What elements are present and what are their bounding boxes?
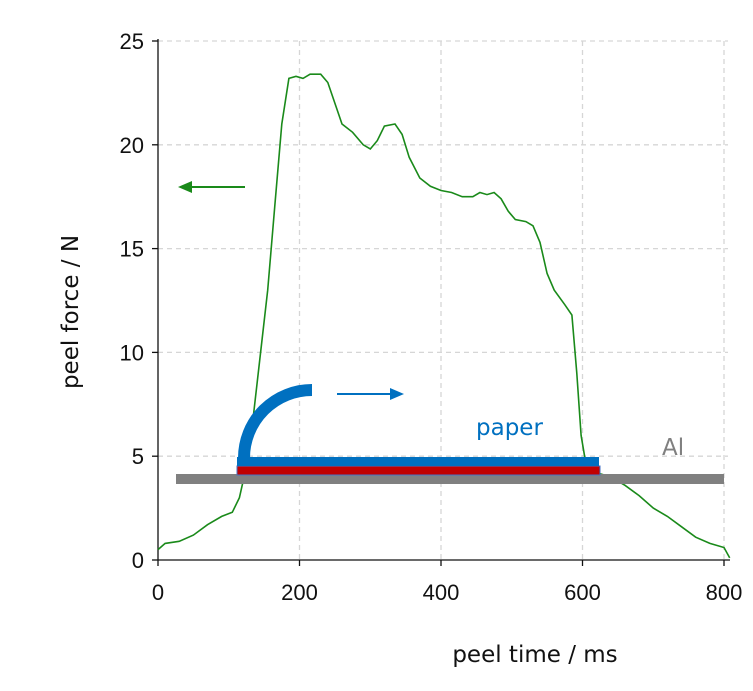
y-tick-label: 20 bbox=[120, 133, 144, 158]
paper-peeled-arc bbox=[238, 384, 313, 459]
peel-schematic: paper Al bbox=[176, 181, 724, 484]
y-tick-label: 10 bbox=[120, 340, 144, 365]
axes bbox=[152, 39, 730, 566]
y-tick-label: 0 bbox=[132, 548, 144, 573]
x-axis-label: peel time / ms bbox=[452, 642, 617, 668]
force-direction-arrow bbox=[178, 181, 245, 193]
y-tick-label: 25 bbox=[120, 29, 144, 54]
y-tick-labels: 0 5 10 15 20 25 bbox=[120, 29, 144, 573]
x-tick-label: 600 bbox=[564, 580, 601, 605]
y-axis-label: peel force / N bbox=[58, 235, 84, 389]
x-tick-label: 200 bbox=[281, 580, 318, 605]
al-label: Al bbox=[662, 435, 684, 461]
force-curve bbox=[157, 73, 731, 559]
x-tick-label: 0 bbox=[152, 580, 164, 605]
al-substrate bbox=[176, 474, 724, 484]
x-tick-label: 400 bbox=[423, 580, 460, 605]
peel-direction-arrow bbox=[337, 388, 404, 400]
adhesive-layer bbox=[236, 465, 601, 476]
x-tick-labels: 0 200 400 600 800 bbox=[152, 580, 742, 605]
paper-strip bbox=[237, 457, 599, 466]
y-tick-label: 5 bbox=[132, 444, 144, 469]
paper-label: paper bbox=[476, 415, 543, 441]
x-tick-label: 800 bbox=[706, 580, 743, 605]
y-tick-label: 15 bbox=[120, 237, 144, 262]
